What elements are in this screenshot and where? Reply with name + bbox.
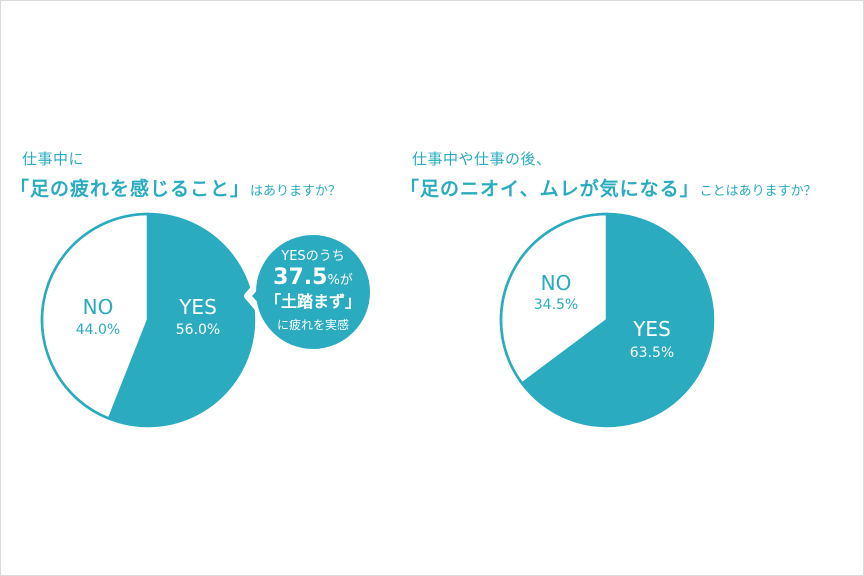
callout-value: 37.5 — [273, 265, 327, 290]
chart2-question-tail: ことはありますか？ — [699, 184, 817, 199]
chart1-outline — [40, 212, 256, 428]
chart2: NO 34.5% YES 63.5% — [499, 212, 715, 428]
chart1-question-emphasis: 足の疲れを感じること — [30, 178, 231, 200]
chart2-question-line2: 「足のニオイ、ムレが気になる」ことはありますか？ — [400, 174, 817, 201]
callout-bubble — [256, 235, 370, 349]
chart1-no-label: NO — [83, 295, 114, 319]
chart1-question-line1: 仕事中に — [22, 150, 85, 168]
chart1-open-bracket: 「 — [10, 178, 31, 200]
callout-line4: に疲れを実感 — [277, 317, 349, 332]
chart2-yes-value: 63.5% — [630, 345, 674, 361]
chart1-close-bracket: 」 — [230, 178, 251, 200]
chart2-question-emphasis: 足のニオイ、ムレが気になる — [420, 178, 680, 200]
callout-tail — [252, 285, 262, 307]
chart2-no-value: 34.5% — [534, 297, 578, 313]
chart1-no-value: 44.0% — [76, 322, 120, 338]
chart1-yes-label: YES — [178, 295, 217, 319]
chart2-slice-yes — [522, 214, 713, 427]
chart2-yes-label: YES — [632, 317, 671, 341]
callout-highlight: 「土踏まず」 — [265, 292, 361, 311]
chart2-close-bracket: 」 — [679, 178, 700, 200]
chart2-outline — [499, 212, 715, 428]
chart1-yes-value: 56.0% — [176, 322, 220, 338]
callout-line2: 37.5%が — [273, 265, 353, 290]
chart1-question-tail: はありますか？ — [250, 184, 342, 199]
chart1-callout: YESのうち 37.5%が 「土踏まず」 に疲れを実感 — [244, 232, 373, 352]
callout-line1: YESのうち — [280, 249, 344, 264]
chart2-open-bracket: 「 — [400, 178, 421, 200]
chart2-question-line1: 仕事中や仕事の後、 — [412, 150, 552, 168]
chart1-slice-yes — [108, 214, 254, 426]
chart1: NO 44.0% YES 56.0% YESのうち 37.5%が 「土踏まず」 … — [40, 212, 373, 428]
callout-unit: %が — [327, 273, 352, 288]
chart2-no-label: NO — [541, 271, 572, 295]
chart1-question-line2: 「足の疲れを感じること」はありますか？ — [10, 174, 341, 201]
